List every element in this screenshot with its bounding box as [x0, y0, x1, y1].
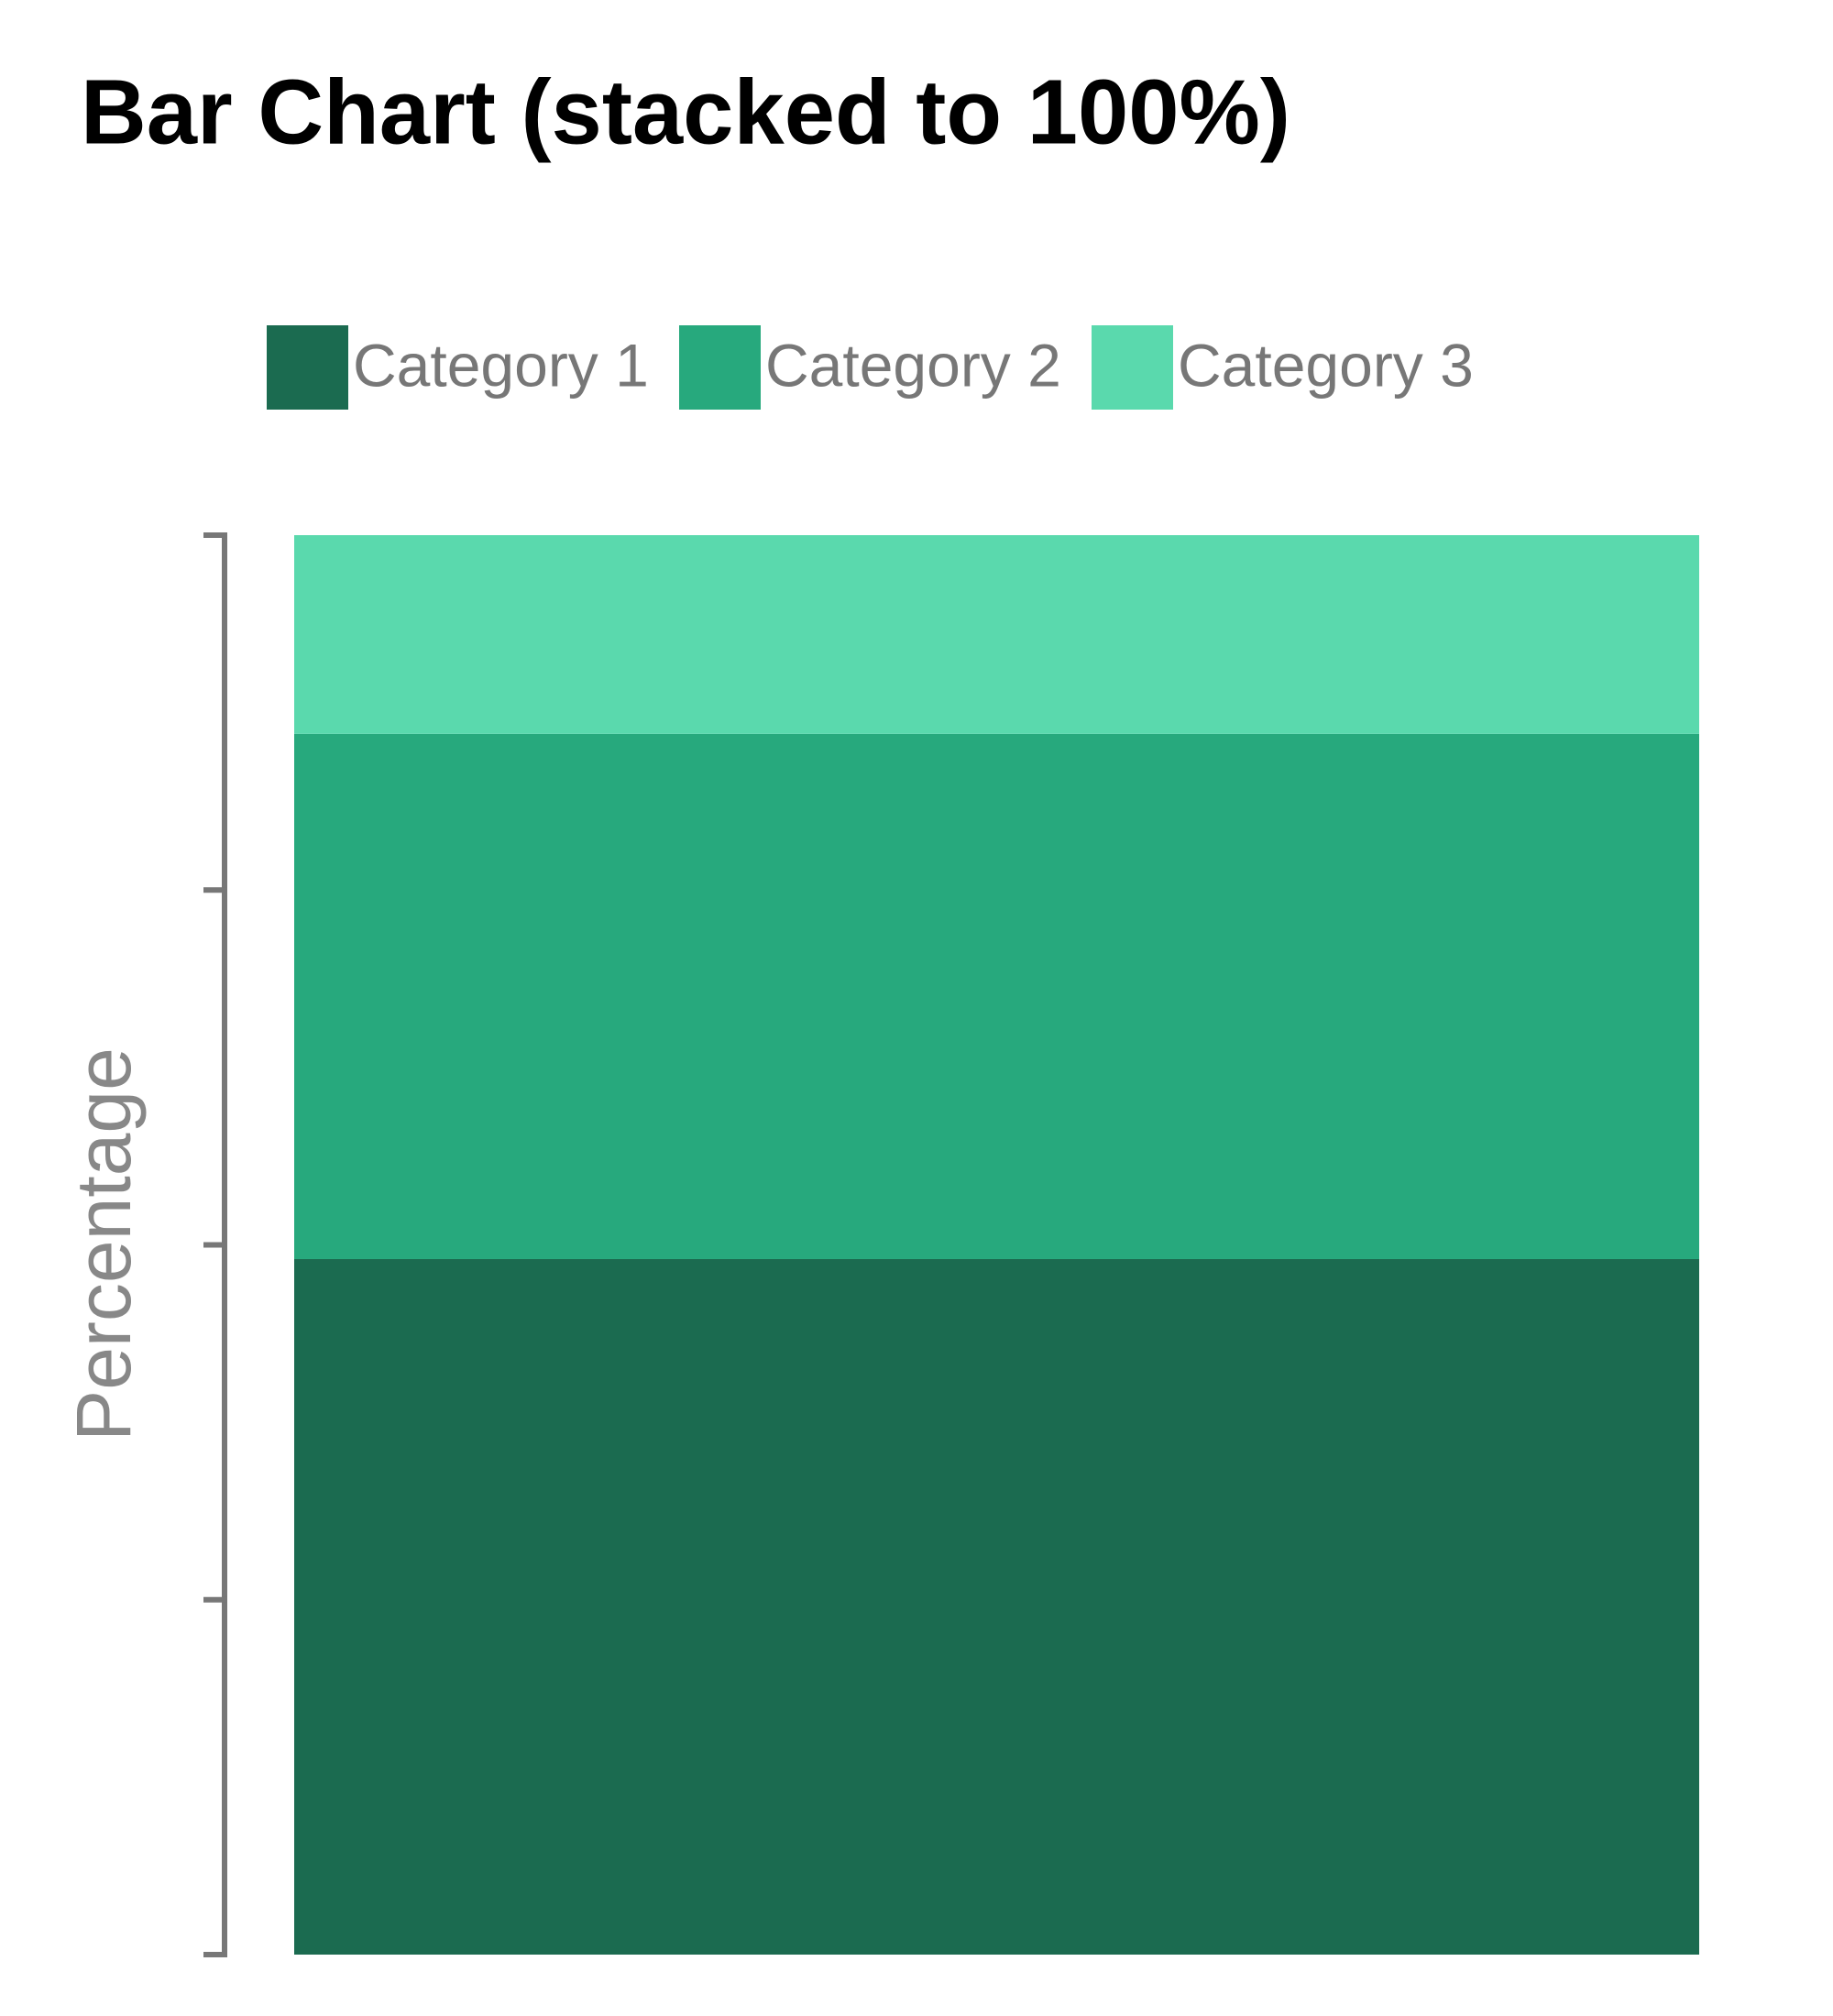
legend-label: Category 3	[1178, 331, 1474, 399]
legend-swatch	[267, 325, 348, 410]
chart-title: Bar Chart (stacked to 100%)	[81, 60, 1290, 163]
legend-label: Category 2	[765, 331, 1061, 399]
legend-swatch	[1092, 325, 1173, 410]
bar-segment	[294, 1258, 1699, 1955]
bar-segment	[294, 535, 1699, 734]
bar-segment	[294, 733, 1699, 1259]
legend-swatch	[679, 325, 761, 410]
legend-label: Category 1	[353, 331, 649, 399]
y-axis-label: Percentage	[60, 1047, 147, 1441]
